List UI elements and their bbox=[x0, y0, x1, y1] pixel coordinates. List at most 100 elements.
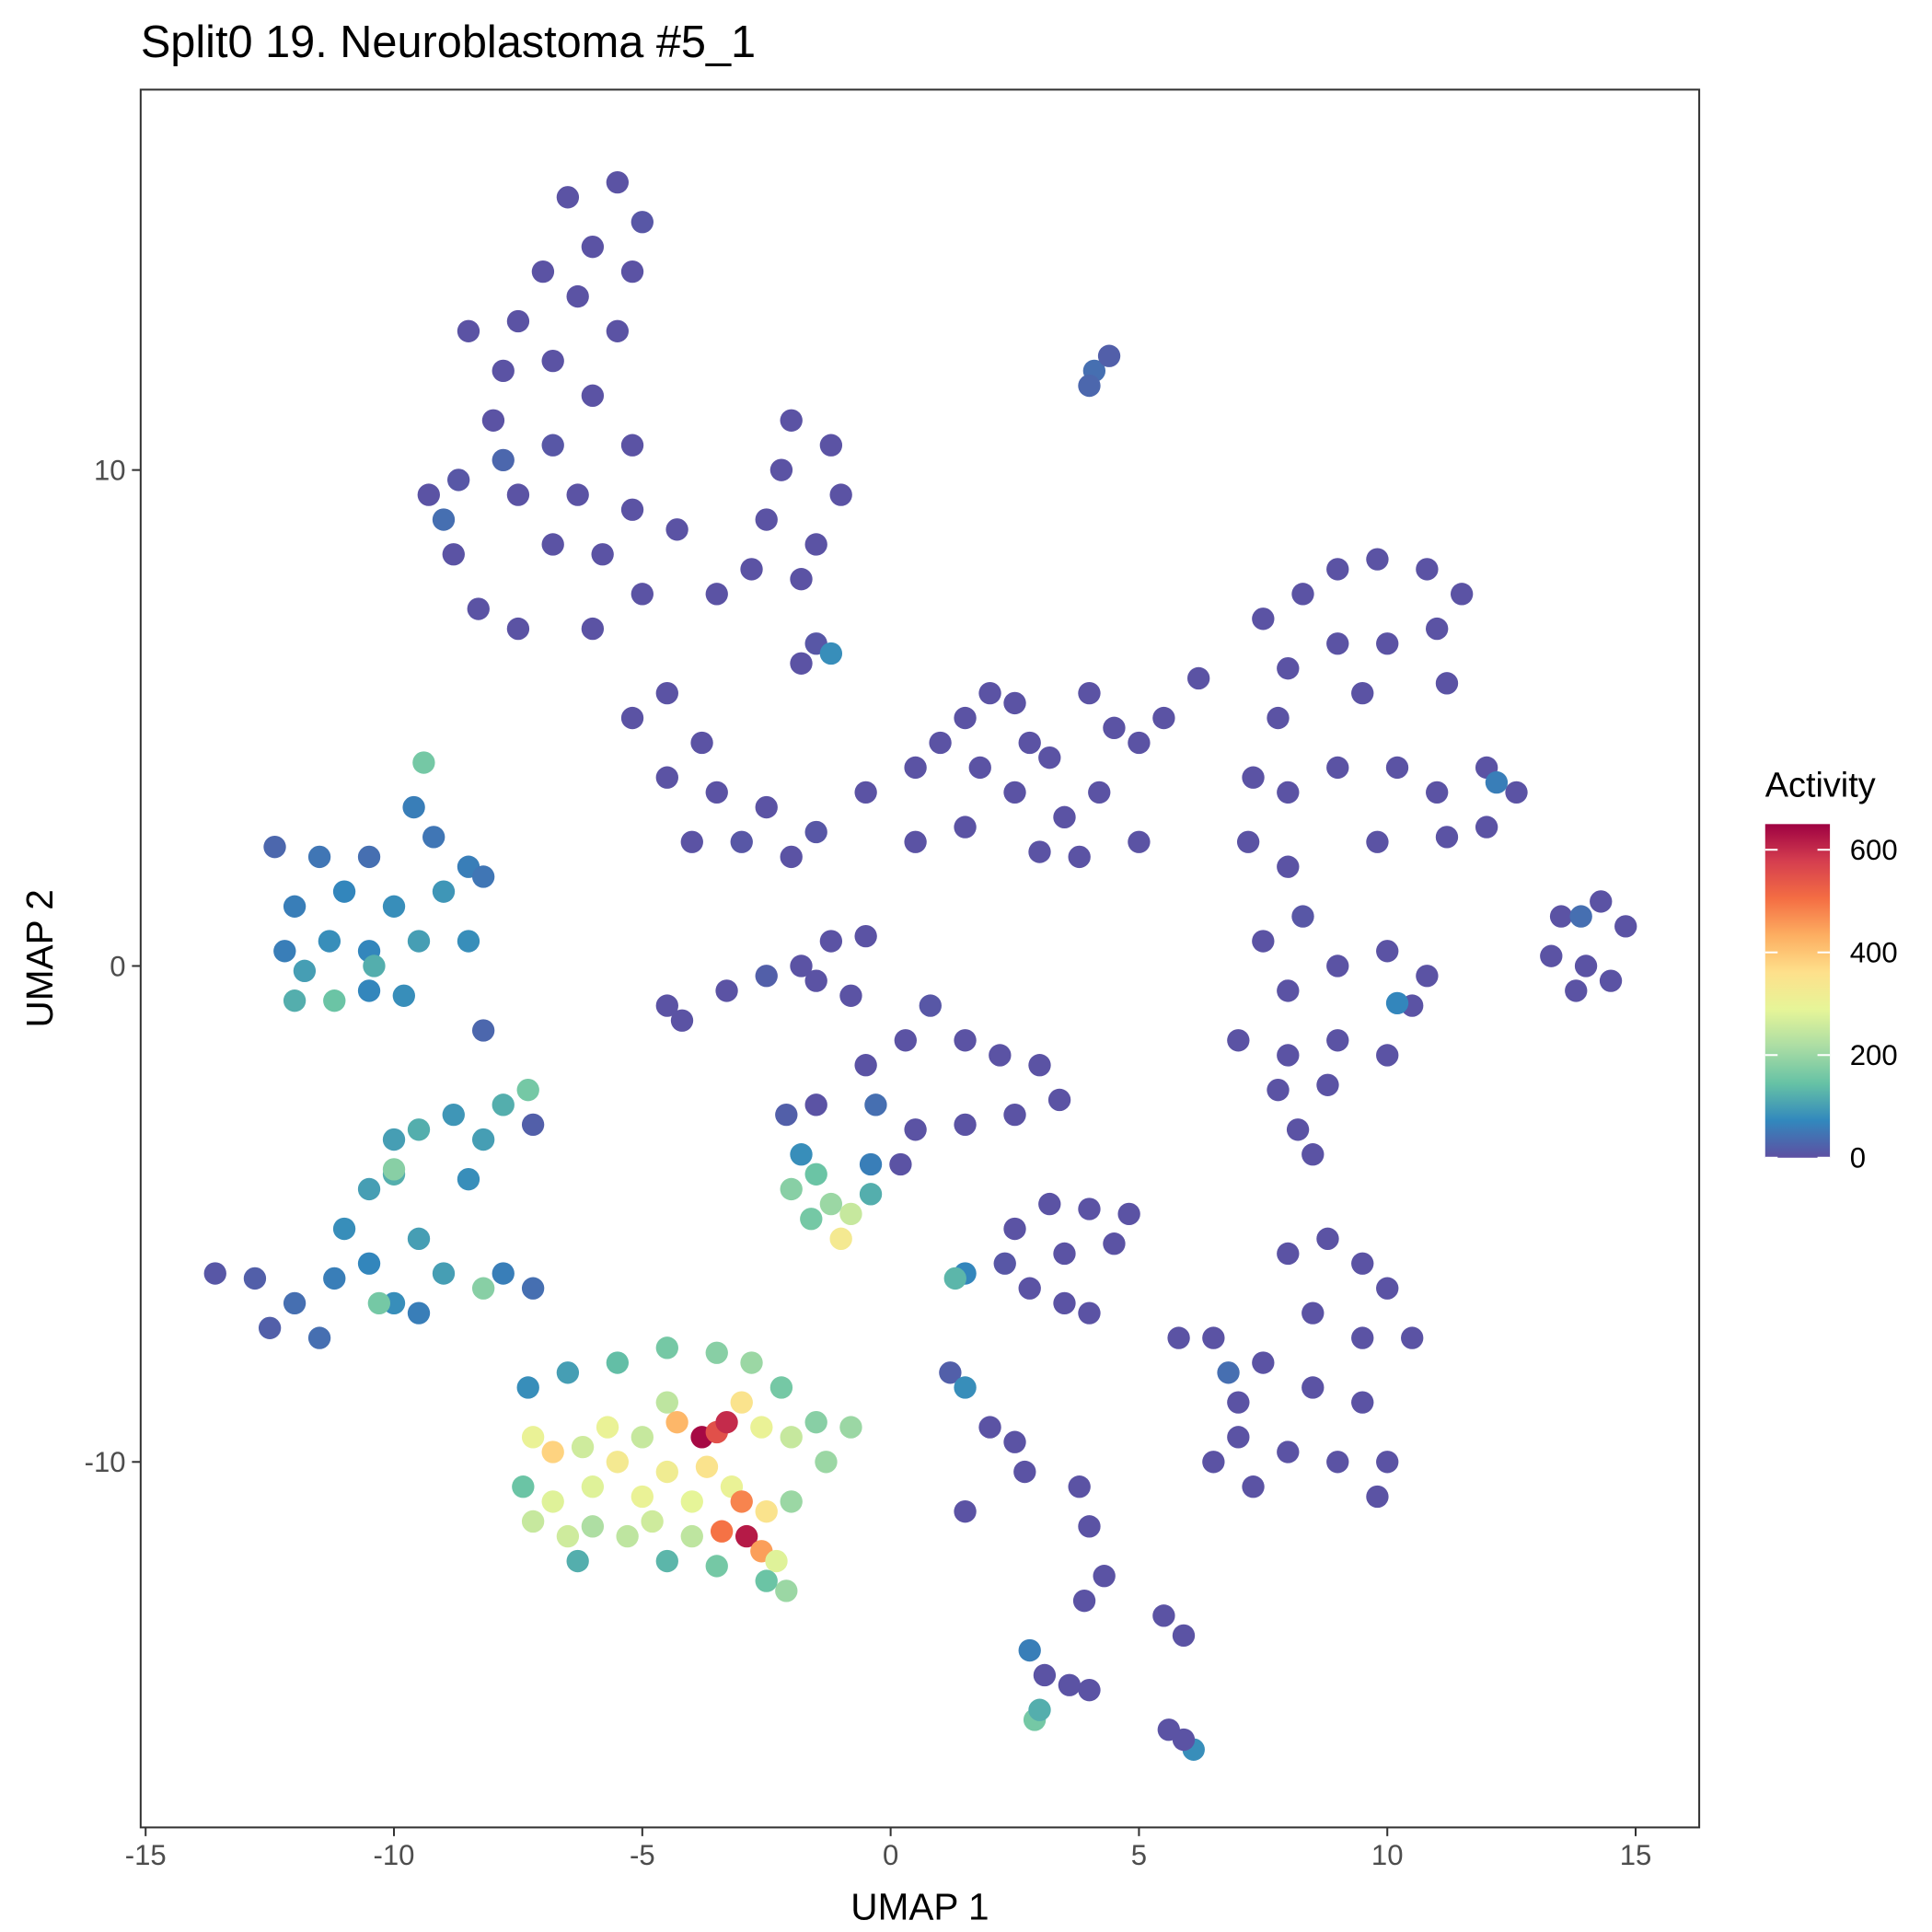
point bbox=[1018, 1638, 1041, 1662]
point bbox=[620, 260, 644, 283]
point bbox=[521, 1426, 545, 1449]
point bbox=[1316, 1227, 1339, 1250]
point bbox=[1326, 1029, 1349, 1052]
point bbox=[939, 1361, 962, 1384]
point bbox=[273, 940, 296, 963]
point bbox=[1003, 1103, 1026, 1127]
point bbox=[815, 1451, 838, 1474]
point bbox=[357, 1252, 381, 1275]
point bbox=[1475, 816, 1498, 839]
point bbox=[854, 781, 877, 804]
point bbox=[1385, 756, 1409, 780]
point bbox=[506, 617, 530, 641]
point bbox=[467, 597, 490, 620]
point bbox=[1291, 583, 1314, 606]
point bbox=[1047, 1088, 1071, 1112]
point bbox=[978, 1416, 1001, 1439]
point bbox=[591, 543, 614, 566]
point bbox=[323, 989, 346, 1012]
point bbox=[1013, 1460, 1036, 1484]
point bbox=[1018, 1277, 1041, 1300]
point bbox=[1366, 830, 1389, 853]
point bbox=[203, 1262, 226, 1285]
point bbox=[1267, 706, 1290, 730]
point bbox=[775, 1579, 798, 1602]
point bbox=[1376, 632, 1399, 655]
point bbox=[904, 756, 927, 780]
point bbox=[1217, 1361, 1240, 1384]
point bbox=[790, 568, 813, 591]
point bbox=[631, 211, 654, 234]
point bbox=[571, 1435, 595, 1459]
point bbox=[978, 681, 1001, 705]
point bbox=[1053, 1242, 1076, 1266]
point bbox=[665, 1411, 688, 1434]
point bbox=[780, 1426, 803, 1449]
point bbox=[1376, 1277, 1399, 1300]
point bbox=[541, 434, 564, 457]
point bbox=[769, 1376, 793, 1399]
point bbox=[412, 751, 435, 774]
point bbox=[889, 1152, 912, 1176]
y-tick-label: 0 bbox=[110, 950, 125, 982]
point bbox=[631, 583, 654, 606]
point bbox=[730, 830, 753, 853]
point bbox=[740, 1351, 763, 1374]
point bbox=[620, 498, 644, 521]
point bbox=[819, 642, 843, 665]
point bbox=[705, 1341, 728, 1364]
point bbox=[1376, 1044, 1399, 1067]
point bbox=[1385, 991, 1409, 1015]
point bbox=[1351, 1326, 1374, 1349]
point bbox=[581, 1475, 605, 1498]
point bbox=[1058, 1673, 1082, 1696]
point bbox=[690, 731, 713, 755]
point bbox=[1301, 1301, 1325, 1325]
point bbox=[1103, 1232, 1126, 1255]
point bbox=[1242, 1475, 1265, 1498]
point bbox=[442, 543, 465, 566]
point bbox=[556, 1524, 580, 1548]
point bbox=[1435, 826, 1459, 849]
point bbox=[769, 458, 793, 481]
point bbox=[581, 236, 605, 259]
point bbox=[307, 845, 331, 869]
point bbox=[506, 309, 530, 333]
point bbox=[641, 1510, 664, 1533]
point bbox=[1286, 1118, 1310, 1141]
point bbox=[735, 1524, 758, 1548]
point bbox=[1078, 1515, 1101, 1538]
point bbox=[1277, 855, 1300, 878]
point bbox=[1416, 965, 1439, 988]
point bbox=[357, 845, 381, 869]
point bbox=[1038, 1192, 1061, 1216]
y-axis-title: UMAP 2 bbox=[18, 889, 61, 1027]
point bbox=[1053, 805, 1076, 828]
point bbox=[1277, 979, 1300, 1002]
point bbox=[1117, 1202, 1140, 1226]
point bbox=[1277, 1044, 1300, 1067]
colorbar bbox=[1764, 824, 1831, 1158]
point bbox=[596, 1416, 619, 1439]
point bbox=[1227, 1426, 1250, 1449]
point bbox=[382, 895, 406, 918]
point bbox=[323, 1267, 346, 1290]
chart-title: Split0 19. Neuroblastoma #5_1 bbox=[141, 17, 756, 67]
point bbox=[407, 1227, 431, 1250]
point bbox=[1252, 930, 1275, 953]
point bbox=[1018, 731, 1041, 755]
point bbox=[859, 1152, 883, 1176]
point bbox=[516, 1079, 539, 1102]
point bbox=[631, 1426, 654, 1449]
point bbox=[1366, 548, 1389, 571]
point bbox=[804, 820, 827, 844]
point bbox=[780, 1177, 803, 1201]
point bbox=[258, 1316, 282, 1339]
point bbox=[402, 795, 425, 819]
point bbox=[1103, 716, 1126, 740]
point bbox=[804, 533, 827, 556]
point bbox=[790, 954, 813, 978]
point bbox=[819, 930, 843, 953]
